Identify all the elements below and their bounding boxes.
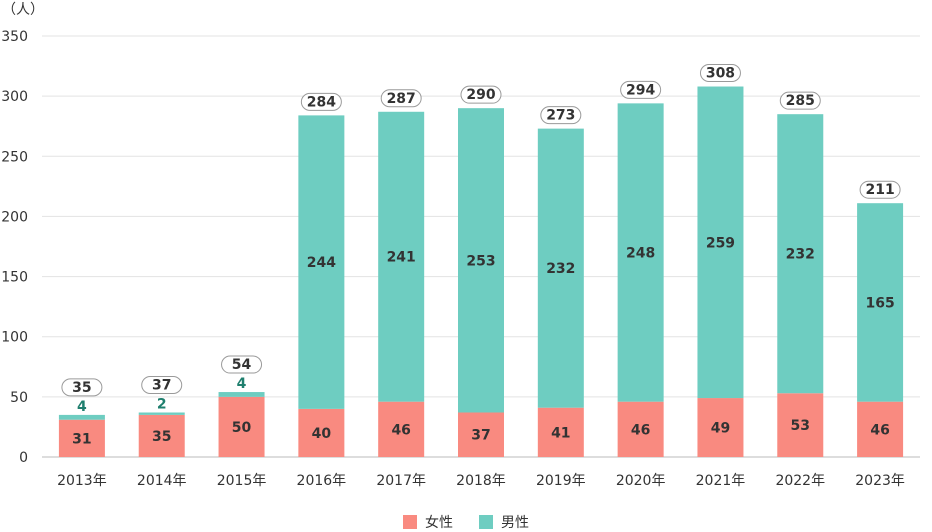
bar-segment-female (537, 407, 584, 457)
total-pill (221, 355, 263, 374)
total-label: 284 (307, 94, 336, 110)
bar-segment-male (617, 103, 664, 402)
bar-segment-male (138, 412, 185, 415)
data-label-male: 259 (706, 235, 735, 251)
x-tick-label: 2015年 (217, 473, 267, 489)
data-label-female: 50 (232, 420, 252, 436)
data-label-male: 253 (466, 253, 495, 269)
data-label-female: 37 (471, 428, 490, 444)
legend: 女性 男性 (0, 512, 932, 532)
bar-segment-female (138, 414, 185, 457)
y-tick-label: 100 (1, 330, 28, 346)
x-axis-labels: 2013年 2014年 2015年 2016年 2017年 2018年 2019年 2020年… (57, 473, 905, 489)
bar-segment-female (298, 408, 345, 457)
bar-segment-male (458, 108, 504, 413)
y-tick-label: 300 (1, 89, 28, 105)
data-label-female: 31 (72, 431, 91, 447)
y-axis-unit-label: （人） (2, 2, 44, 18)
data-label-male: 232 (546, 261, 575, 277)
data-label-female: 49 (711, 421, 730, 437)
bar-segment-male (537, 128, 584, 408)
x-tick-label: 2019年 (536, 473, 586, 489)
data-label-female: 41 (551, 425, 570, 441)
bar-segment-female (697, 398, 744, 457)
bar-segment-male (378, 111, 425, 402)
data-label-male: 2 (157, 396, 167, 412)
data-label-female: 46 (631, 422, 650, 438)
y-tick-label: 250 (1, 149, 28, 165)
x-tick-label: 2021年 (696, 473, 746, 489)
data-label-male: 248 (626, 246, 655, 262)
bar-segment-female (218, 396, 265, 457)
bar-segment-male (298, 115, 345, 409)
total-label: 37 (152, 377, 171, 393)
legend-label-male: 男性 (501, 515, 529, 531)
total-label: 287 (387, 91, 416, 107)
data-label-male: 232 (786, 247, 815, 263)
data-label-male: 244 (307, 255, 336, 271)
total-pill (540, 106, 582, 125)
bar-segment-female (777, 393, 824, 457)
x-tick-label: 2022年 (775, 473, 825, 489)
y-tick-label: 200 (1, 209, 28, 225)
data-label-male: 165 (865, 295, 894, 311)
bars: 31 4 35 35 2 37 50 4 54 40 244 284 46 241 287 37 253 290 4… (58, 64, 904, 457)
total-pill (300, 92, 342, 111)
legend-swatch-female (403, 515, 417, 529)
y-tick-label: 0 (19, 450, 28, 466)
x-tick-label: 2013年 (57, 473, 107, 489)
total-label: 308 (706, 66, 735, 82)
x-tick-label: 2016年 (297, 473, 347, 489)
legend-item-female[interactable]: 女性 (403, 512, 453, 532)
data-label-female: 46 (870, 422, 889, 438)
bar-segment-male (777, 114, 824, 394)
bar-segment-male (697, 86, 744, 399)
legend-label-female: 女性 (425, 515, 453, 531)
bar-segment-female (58, 419, 105, 457)
total-label: 211 (865, 182, 894, 198)
x-tick-label: 2023年 (855, 473, 905, 489)
x-tick-label: 2014年 (137, 473, 187, 489)
total-pill (620, 80, 662, 99)
y-tick-label: 150 (1, 270, 28, 286)
total-pill (699, 64, 741, 83)
total-label: 54 (232, 357, 252, 373)
total-pill (779, 91, 821, 110)
bar-segment-female (378, 401, 425, 457)
data-label-female: 40 (312, 426, 332, 442)
x-tick-label: 2018年 (456, 473, 506, 489)
data-label-male: 4 (237, 376, 247, 392)
stacked-bar-chart: （人） 0 50 100 150 200 250 300 350 31 4 35 35 2 37 50 4 5… (1, 2, 920, 489)
total-label: 35 (72, 380, 91, 396)
x-tick-label: 2020年 (616, 473, 666, 489)
bar-segment-female (857, 401, 904, 457)
legend-swatch-male (479, 515, 493, 529)
bar-segment-male (857, 203, 904, 402)
data-label-female: 46 (391, 422, 410, 438)
total-label: 290 (466, 87, 495, 103)
total-label: 285 (786, 93, 815, 109)
data-label-male: 4 (77, 399, 87, 415)
x-tick-label: 2017年 (376, 473, 426, 489)
legend-item-male[interactable]: 男性 (479, 512, 529, 532)
total-label: 294 (626, 82, 655, 98)
data-label-female: 35 (152, 429, 171, 445)
total-pill (859, 180, 901, 199)
bar-segment-female (617, 401, 664, 457)
total-pill (61, 378, 103, 397)
y-axis-ticks: 0 50 100 150 200 250 300 350 (1, 29, 28, 466)
data-label-female: 53 (791, 418, 810, 434)
y-tick-label: 350 (1, 29, 28, 45)
bar-segment-male (58, 414, 105, 420)
y-tick-label: 50 (10, 390, 28, 406)
data-label-male: 241 (387, 250, 416, 266)
bar-segment-male (218, 392, 265, 397)
bar-segment-female (458, 412, 504, 457)
total-pill (141, 375, 183, 394)
total-label: 273 (546, 108, 575, 124)
total-pill (380, 89, 422, 108)
total-pill (460, 85, 502, 104)
